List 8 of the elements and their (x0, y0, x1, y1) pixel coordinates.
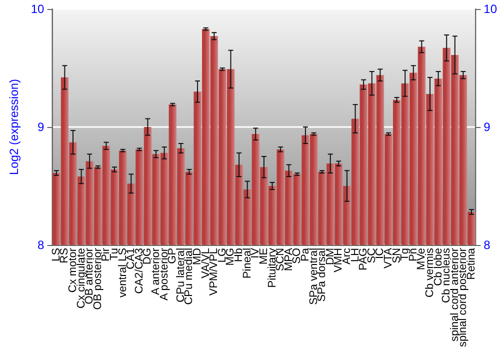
x-tick-label: Tg (399, 248, 412, 261)
y2-tick-label: 10 (484, 2, 498, 16)
y-tick-label: 8 (38, 238, 45, 252)
y2-tick-label: 9 (484, 120, 491, 134)
y-tick-label: 9 (38, 120, 45, 134)
y2-tick-label: 8 (484, 238, 491, 252)
y-axis-title: Log2 (expression) (7, 78, 21, 176)
y-tick-label: 10 (30, 2, 45, 16)
